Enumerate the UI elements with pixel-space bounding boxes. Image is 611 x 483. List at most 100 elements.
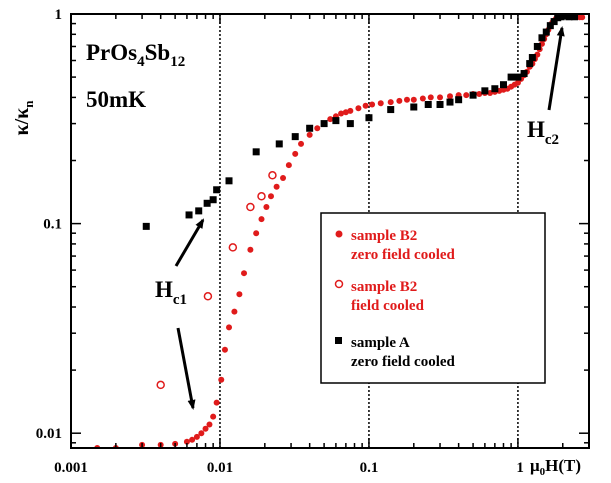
data-point xyxy=(314,125,321,132)
data-point xyxy=(228,243,238,252)
material-sub2: 12 xyxy=(170,54,185,70)
data-point xyxy=(514,73,522,81)
data-point xyxy=(565,14,573,21)
data-point xyxy=(258,216,265,223)
material-mid: Sb xyxy=(145,40,171,65)
legend-entry-a-zfc: sample A zero field cooled xyxy=(335,335,456,370)
hc1-main: H xyxy=(155,277,173,302)
data-point xyxy=(203,292,213,301)
data-point xyxy=(491,85,499,93)
data-point xyxy=(327,116,334,123)
hc2-arrow xyxy=(547,26,565,111)
legend-b2-fc-line2: field cooled xyxy=(351,298,425,314)
data-point xyxy=(263,204,270,211)
legend-box xyxy=(320,212,546,384)
hc2-sub: c2 xyxy=(545,132,559,148)
y-axis-title: κ/κn xyxy=(11,100,36,136)
material-sub1: 4 xyxy=(137,54,145,70)
data-point xyxy=(291,133,299,141)
legend-entry-b2-zfc: sample B2 zero field cooled xyxy=(335,228,456,263)
data-point xyxy=(362,102,369,109)
data-point xyxy=(241,270,248,277)
data-point xyxy=(550,18,558,26)
data-point xyxy=(268,171,277,180)
data-point xyxy=(542,28,550,36)
material-main: PrOs xyxy=(86,40,137,65)
data-point xyxy=(481,87,489,95)
data-point xyxy=(410,103,418,111)
x-tick-label: 0.001 xyxy=(54,460,88,476)
data-point xyxy=(221,346,228,353)
series-open-circle xyxy=(156,171,277,390)
data-point xyxy=(499,81,507,89)
data-point xyxy=(156,380,165,390)
plot-frame xyxy=(70,13,590,449)
data-point xyxy=(424,101,432,109)
y-axis-title-sub: n xyxy=(21,100,36,108)
data-point xyxy=(292,150,299,157)
legend-a-zfc-line1: sample A xyxy=(351,335,410,351)
data-point xyxy=(403,96,410,103)
data-point xyxy=(365,114,373,122)
data-point xyxy=(275,140,283,148)
data-point xyxy=(247,246,254,253)
y-tick-label: 0.1 xyxy=(43,217,62,233)
data-point xyxy=(427,94,434,101)
hc1-sub: c1 xyxy=(173,292,187,308)
data-point xyxy=(298,140,305,147)
data-point xyxy=(507,73,515,81)
data-point xyxy=(528,54,536,62)
data-point xyxy=(142,222,150,230)
data-point xyxy=(520,70,528,78)
data-point xyxy=(446,93,453,100)
data-point xyxy=(437,94,444,101)
data-point xyxy=(209,196,217,204)
data-point xyxy=(257,192,266,201)
data-point xyxy=(253,230,260,237)
data-point xyxy=(571,14,579,21)
data-point xyxy=(338,110,345,117)
legend-a-zfc-line2: zero field cooled xyxy=(351,354,456,370)
axis-ticks: 0.001 0.01 0.1 1 0.01 0.1 1 xyxy=(36,7,590,476)
legend-b2-fc-line1: sample B2 xyxy=(351,279,417,295)
x-tick-label: 1 xyxy=(516,460,524,476)
x-axis-title-main: μ xyxy=(530,456,540,475)
data-point xyxy=(206,421,213,428)
legend-b2-zfc-line2: zero field cooled xyxy=(351,247,456,263)
data-point xyxy=(387,106,395,114)
x-axis-title-sub: 0 xyxy=(540,466,546,478)
data-point xyxy=(446,98,454,106)
hc2-main: H xyxy=(527,117,545,142)
data-point xyxy=(189,436,196,443)
data-point xyxy=(213,399,220,406)
legend-marker-filled-circle xyxy=(335,230,343,238)
data-point xyxy=(306,131,313,138)
data-point xyxy=(183,438,190,445)
legend-marker-filled-square xyxy=(335,337,342,344)
data-point xyxy=(332,117,340,125)
data-point xyxy=(198,430,205,437)
data-point xyxy=(202,425,209,432)
data-point xyxy=(210,413,217,420)
x-axis-title: μ0H(T) xyxy=(530,456,581,478)
data-point xyxy=(347,107,354,114)
data-point xyxy=(533,42,541,50)
data-point xyxy=(273,183,280,190)
data-point xyxy=(213,186,221,194)
data-point xyxy=(455,96,463,104)
data-point xyxy=(320,120,328,128)
y-tick-label: 0.01 xyxy=(36,426,62,442)
data-point xyxy=(195,207,203,215)
data-point xyxy=(252,148,260,156)
data-point xyxy=(526,60,534,68)
legend-entry-b2-fc: sample B2 field cooled xyxy=(334,279,425,314)
x-tick-label: 0.1 xyxy=(360,460,379,476)
x-tick-label: 0.01 xyxy=(207,460,233,476)
data-point xyxy=(267,193,274,200)
data-point xyxy=(346,120,354,128)
data-point xyxy=(225,177,233,185)
material-label: PrOs4Sb12 xyxy=(86,40,185,70)
series-filled-square xyxy=(142,14,579,230)
data-point xyxy=(579,14,586,21)
